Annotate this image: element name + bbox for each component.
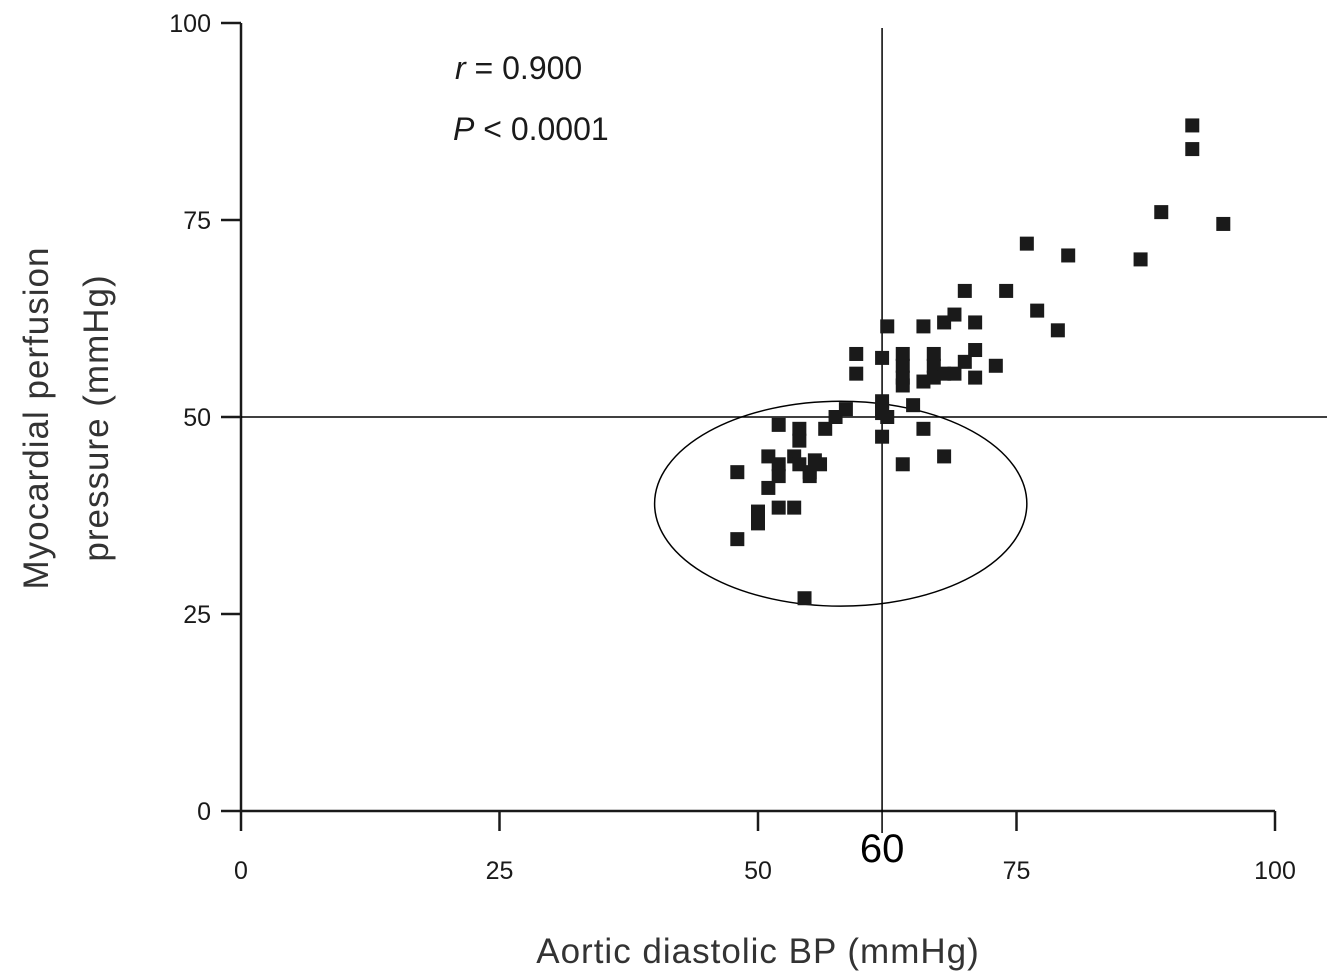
data-point-7 [771, 417, 786, 432]
data-point-55 [988, 358, 1003, 373]
data-point-63 [1185, 118, 1200, 133]
highlight-ellipse [653, 400, 1028, 607]
data-point-2 [730, 532, 745, 547]
data-point-38 [906, 398, 921, 413]
data-point-53 [968, 343, 983, 358]
data-point-24 [849, 346, 864, 361]
x-tick-label-75: 75 [1003, 857, 1031, 885]
data-point-37 [895, 457, 910, 472]
data-point-30 [875, 429, 890, 444]
y-tick-label-25: 25 [183, 601, 211, 629]
data-point-57 [1019, 236, 1034, 251]
data-point-39 [916, 319, 931, 334]
data-point-13 [792, 421, 807, 436]
data-point-51 [957, 354, 972, 369]
data-point-61 [1133, 252, 1148, 267]
r-value: = 0.900 [466, 50, 583, 86]
data-point-33 [895, 346, 910, 361]
data-point-58 [1030, 303, 1045, 318]
data-point-41 [916, 421, 931, 436]
p-value: < 0.0001 [474, 111, 608, 147]
data-point-60 [1061, 248, 1076, 263]
data-point-10 [771, 500, 786, 515]
data-points [730, 118, 1231, 606]
data-point-56 [999, 283, 1014, 298]
data-point-21 [818, 421, 833, 436]
data-point-12 [787, 500, 802, 515]
data-point-48 [947, 307, 962, 322]
correlation-annotation: r = 0.900 [455, 50, 582, 86]
data-point-23 [838, 402, 853, 417]
data-point-52 [968, 315, 983, 330]
r-symbol: r [455, 50, 467, 86]
y-tick-label-75: 75 [183, 207, 211, 235]
data-point-1 [730, 465, 745, 480]
data-point-50 [957, 283, 972, 298]
data-point-3 [751, 504, 765, 519]
data-point-47 [937, 449, 952, 464]
data-point-42 [926, 346, 941, 361]
data-point-6 [761, 480, 776, 495]
data-point-65 [1216, 216, 1231, 231]
y-tick-label-50: 50 [183, 404, 211, 432]
y-axis-title-line1: Myocardial perfusion [17, 247, 56, 590]
data-point-62 [1154, 205, 1169, 220]
data-point-18 [802, 469, 817, 484]
data-point-32 [880, 410, 895, 424]
y-axis-title-line2: pressure (mmHg) [77, 274, 116, 561]
x-tick-label-0: 0 [234, 857, 248, 885]
data-point-59 [1050, 323, 1065, 338]
y-tick-label-100: 100 [169, 10, 211, 38]
data-point-25 [849, 366, 864, 381]
data-point-49 [947, 366, 962, 381]
y-tick-label-0: 0 [197, 798, 211, 826]
data-point-36 [895, 378, 910, 393]
data-point-9 [771, 469, 786, 484]
data-point-34 [895, 358, 910, 373]
x-axis-title: Aortic diastolic BP (mmHg) [536, 932, 980, 971]
data-point-54 [968, 370, 983, 385]
data-point-16 [797, 591, 812, 606]
p-value-annotation: P < 0.0001 [453, 111, 609, 147]
data-point-14 [792, 433, 807, 448]
p-symbol: P [453, 111, 475, 147]
x-tick-label-100: 100 [1254, 857, 1296, 885]
vertical-line-label: 60 [860, 827, 905, 871]
x-tick-label-25: 25 [486, 857, 514, 885]
data-point-8 [771, 457, 786, 472]
x-tick-label-50: 50 [744, 857, 772, 885]
axes: 0 25 50 75 100 0 25 50 75 100 [169, 10, 1296, 885]
data-point-31 [880, 319, 895, 334]
data-point-20 [813, 457, 828, 472]
data-point-64 [1185, 142, 1200, 157]
data-point-26 [875, 350, 890, 365]
data-point-4 [751, 516, 765, 531]
